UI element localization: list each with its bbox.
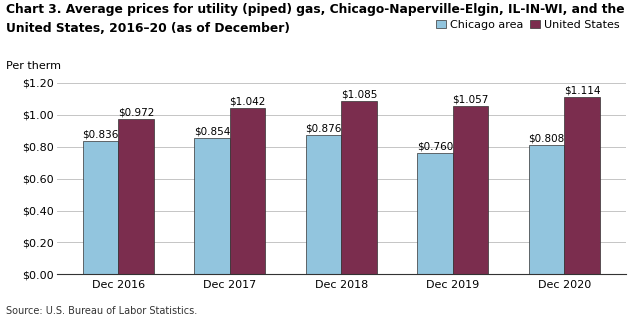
- Bar: [83, 141, 118, 274]
- Legend: Chicago area, United States: Chicago area, United States: [435, 19, 620, 30]
- Bar: [118, 119, 154, 274]
- Text: $0.836: $0.836: [82, 130, 119, 139]
- Text: $1.057: $1.057: [453, 94, 489, 104]
- Text: $0.854: $0.854: [194, 127, 230, 137]
- Text: $0.876: $0.876: [305, 123, 342, 133]
- Bar: [341, 101, 377, 274]
- Bar: [528, 145, 564, 274]
- Text: Source: U.S. Bureau of Labor Statistics.: Source: U.S. Bureau of Labor Statistics.: [6, 306, 198, 316]
- Bar: [564, 97, 600, 274]
- Text: $0.972: $0.972: [118, 108, 154, 118]
- Bar: [453, 106, 489, 274]
- Bar: [230, 108, 265, 274]
- Text: $0.760: $0.760: [416, 142, 453, 152]
- Bar: [417, 153, 453, 274]
- Bar: [194, 138, 230, 274]
- Text: $0.808: $0.808: [528, 134, 564, 144]
- Text: United States, 2016–20 (as of December): United States, 2016–20 (as of December): [6, 22, 290, 35]
- Bar: [306, 135, 341, 274]
- Text: $1.114: $1.114: [564, 85, 600, 95]
- Text: $1.042: $1.042: [229, 97, 266, 107]
- Text: Chart 3. Average prices for utility (piped) gas, Chicago-Naperville-Elgin, IL-IN: Chart 3. Average prices for utility (pip…: [6, 3, 625, 16]
- Text: $1.085: $1.085: [341, 90, 377, 100]
- Text: Per therm: Per therm: [6, 61, 61, 70]
